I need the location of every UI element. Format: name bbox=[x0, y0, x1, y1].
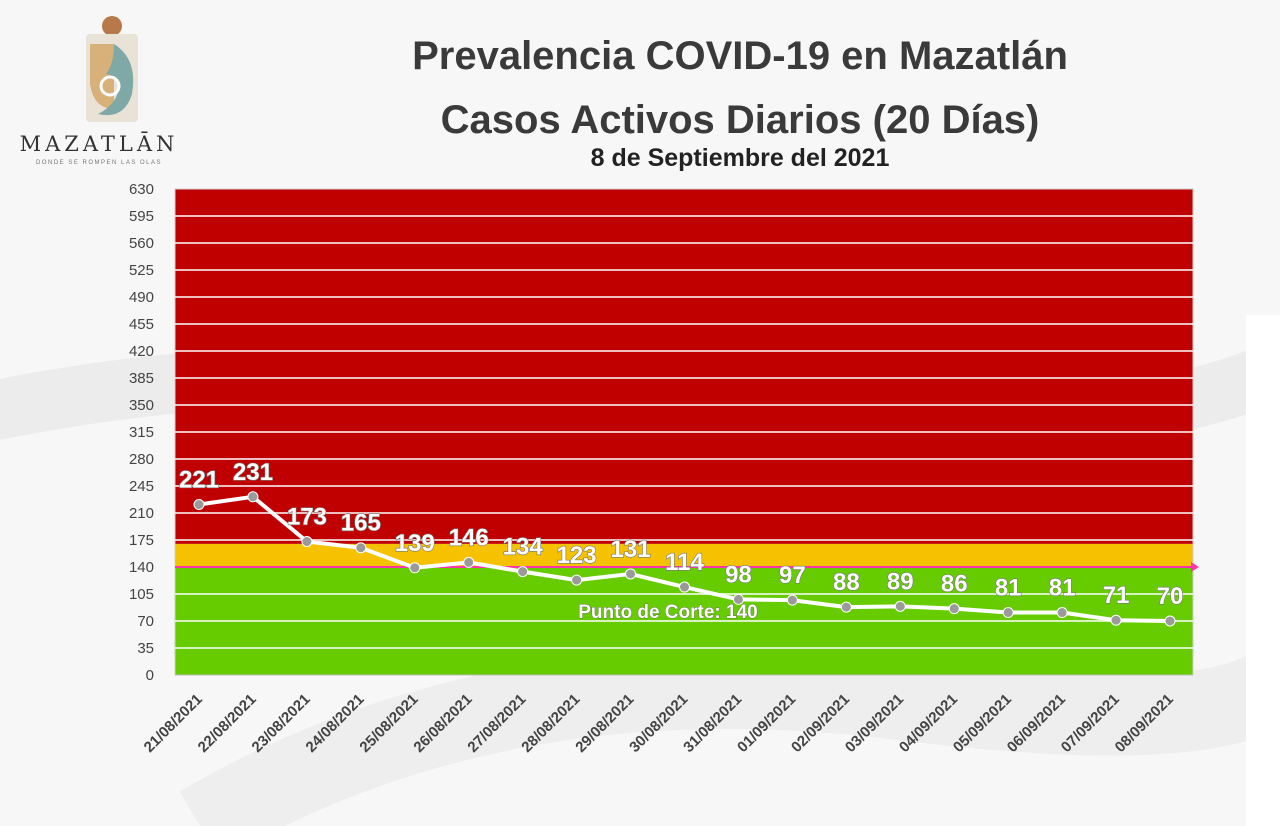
y-tick-label: 245 bbox=[129, 478, 154, 495]
x-axis-ticks: 21/08/202122/08/202123/08/202124/08/2021… bbox=[141, 674, 1193, 756]
data-label: 81 bbox=[995, 575, 1022, 602]
threshold-label: Punto de Corte: 140 bbox=[578, 602, 757, 623]
data-label: 70 bbox=[1157, 583, 1184, 610]
data-point bbox=[247, 491, 259, 503]
data-label: 221 bbox=[179, 467, 219, 494]
y-tick-label: 280 bbox=[129, 451, 154, 468]
y-tick-label: 455 bbox=[129, 316, 154, 333]
data-label: 86 bbox=[941, 571, 968, 598]
y-tick-label: 70 bbox=[137, 613, 154, 630]
data-point bbox=[301, 536, 313, 548]
mazatlan-emblem-icon bbox=[86, 16, 138, 122]
zone-band-1 bbox=[175, 543, 1193, 567]
zone-band-2 bbox=[175, 189, 1193, 544]
y-tick-label: 315 bbox=[129, 424, 154, 441]
y-tick-label: 140 bbox=[129, 559, 154, 576]
data-label: 131 bbox=[611, 536, 651, 563]
gridlines bbox=[175, 215, 1193, 649]
data-label: 123 bbox=[557, 542, 597, 569]
y-tick-label: 385 bbox=[129, 370, 154, 387]
data-label: 173 bbox=[287, 504, 327, 531]
data-point bbox=[517, 566, 529, 578]
logo-name: MAZATLĀN bbox=[19, 132, 179, 156]
data-point bbox=[840, 601, 852, 613]
y-axis-ticks: 0 35 70 105 140 175 210 245 280 315 350 385 420 455 49… bbox=[129, 181, 154, 684]
y-tick-label: 630 bbox=[129, 181, 154, 198]
y-tick-label: 350 bbox=[129, 397, 154, 414]
data-label: 81 bbox=[1049, 575, 1076, 602]
data-point bbox=[948, 603, 960, 615]
data-point bbox=[679, 581, 690, 593]
data-point bbox=[732, 593, 744, 605]
y-tick-label: 175 bbox=[129, 532, 154, 549]
data-label: 134 bbox=[503, 534, 544, 561]
y-tick-label: 595 bbox=[129, 208, 154, 225]
data-point bbox=[571, 574, 583, 586]
y-tick-label: 35 bbox=[137, 640, 154, 657]
data-point bbox=[193, 499, 205, 511]
chart-subtitle: Casos Activos Diarios (20 Días) bbox=[440, 98, 1040, 142]
data-point bbox=[355, 542, 367, 554]
data-point bbox=[1056, 607, 1068, 619]
y-tick-label: 210 bbox=[129, 505, 154, 522]
y-tick-label: 560 bbox=[129, 235, 154, 252]
logo-tagline: DONDE SE ROMPEN LAS OLAS bbox=[35, 160, 163, 166]
y-tick-label: 525 bbox=[129, 262, 154, 279]
data-point bbox=[1002, 607, 1014, 619]
data-labels: 221 231 173 165 139 146 134 123 131 114 98 97 88 89 86… bbox=[178, 458, 1184, 610]
data-point bbox=[1164, 615, 1176, 627]
x-tick-label: 08/09/2021 bbox=[1112, 691, 1177, 756]
data-label: 165 bbox=[341, 510, 381, 537]
data-label: 71 bbox=[1103, 582, 1130, 609]
y-tick-label: 105 bbox=[129, 586, 154, 603]
data-label: 88 bbox=[833, 569, 860, 596]
y-tick-label: 490 bbox=[129, 289, 154, 306]
data-point bbox=[1110, 614, 1122, 626]
series-line bbox=[193, 491, 1176, 627]
zone-bands bbox=[174, 188, 1194, 676]
data-point bbox=[786, 594, 798, 606]
threshold-line: Punto de Corte: 140 bbox=[175, 562, 1199, 623]
data-point bbox=[894, 600, 906, 612]
data-label: 114 bbox=[665, 549, 704, 576]
y-tick-label: 0 bbox=[146, 667, 154, 684]
data-label: 231 bbox=[233, 459, 273, 486]
data-label: 146 bbox=[449, 524, 489, 551]
data-label: 98 bbox=[725, 561, 752, 588]
chart-date: 8 de Septiembre del 2021 bbox=[590, 144, 890, 172]
threshold-arrow-icon bbox=[1191, 562, 1199, 572]
data-point bbox=[463, 556, 475, 568]
data-label: 89 bbox=[887, 568, 914, 595]
data-point bbox=[625, 568, 637, 580]
data-label: 139 bbox=[395, 530, 435, 557]
chart-title: Prevalencia COVID-19 en Mazatlán bbox=[412, 34, 1068, 78]
data-label: 97 bbox=[779, 562, 806, 589]
mazatlan-logo: MAZATLĀN DONDE SE ROMPEN LAS OLAS bbox=[14, 14, 184, 174]
data-point bbox=[409, 562, 421, 574]
y-tick-label: 420 bbox=[129, 343, 154, 360]
